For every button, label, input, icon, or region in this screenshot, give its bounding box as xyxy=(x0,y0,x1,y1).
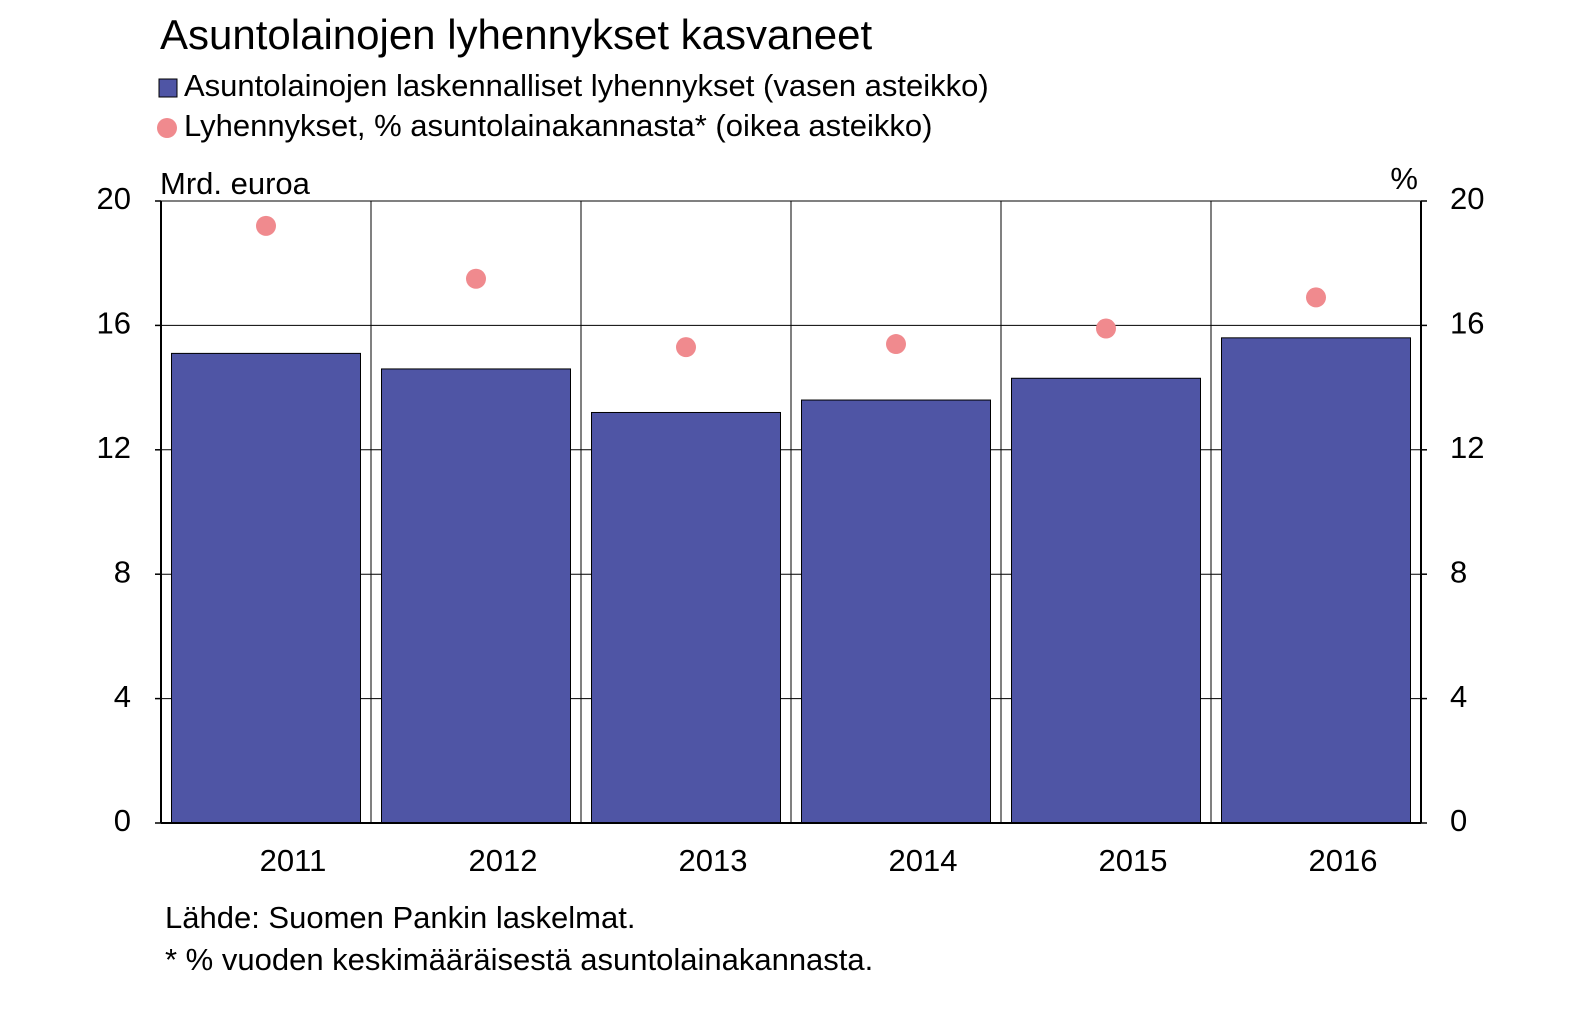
x-tick-label: 2014 xyxy=(889,843,958,878)
bar xyxy=(591,411,781,824)
note: * % vuoden keskimääräisestä asuntolainak… xyxy=(165,942,873,977)
y2-axis-label: % xyxy=(1390,161,1418,196)
y-tick-label: 16 xyxy=(97,306,131,341)
x-tick-label: 2012 xyxy=(469,843,538,878)
y2-tick-label: 20 xyxy=(1450,181,1484,216)
y2-tick-label: 16 xyxy=(1450,306,1484,341)
note: Lähde: Suomen Pankin laskelmat. xyxy=(165,900,635,935)
legend-label: Asuntolainojen laskennalliset lyhennykse… xyxy=(184,68,989,103)
chart-title: Asuntolainojen lyhennykset kasvaneet xyxy=(160,11,872,58)
legend-marker xyxy=(158,78,178,98)
y2-tick-label: 8 xyxy=(1450,554,1467,589)
bar xyxy=(381,368,571,824)
x-tick-label: 2011 xyxy=(260,843,327,878)
x-tick-label: 2016 xyxy=(1309,843,1378,878)
y-tick-label: 4 xyxy=(114,679,131,714)
y-tick-label: 0 xyxy=(114,803,131,838)
y2-tick-label: 0 xyxy=(1450,803,1467,838)
bar xyxy=(1011,377,1201,824)
dot xyxy=(466,268,486,289)
dot xyxy=(886,334,906,355)
dot xyxy=(256,215,276,236)
x-tick-label: 2015 xyxy=(1099,843,1168,878)
bar xyxy=(1221,337,1411,824)
y-tick-label: 20 xyxy=(97,181,131,216)
y-tick-label: 8 xyxy=(114,554,131,589)
y2-tick-label: 4 xyxy=(1450,679,1467,714)
y2-tick-label: 12 xyxy=(1450,430,1484,465)
legend-marker xyxy=(157,118,177,138)
bar xyxy=(171,352,361,824)
x-tick-label: 2013 xyxy=(679,843,748,878)
legend-label: Lyhennykset, % asuntolainakannasta* (oik… xyxy=(184,108,932,143)
y-axis-label: Mrd. euroa xyxy=(160,166,311,201)
dot xyxy=(676,337,696,358)
y-tick-label: 12 xyxy=(97,430,131,465)
bar xyxy=(801,399,991,824)
dot xyxy=(1096,318,1116,339)
dot xyxy=(1306,287,1326,308)
